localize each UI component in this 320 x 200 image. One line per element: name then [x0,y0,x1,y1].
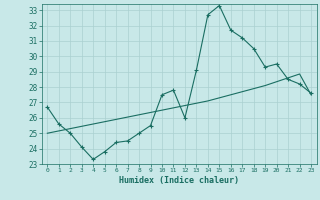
X-axis label: Humidex (Indice chaleur): Humidex (Indice chaleur) [119,176,239,185]
